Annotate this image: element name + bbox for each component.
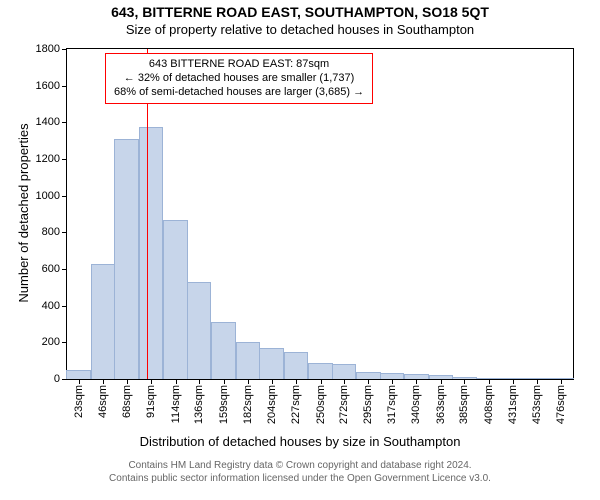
histogram-bar [66,370,91,379]
x-tick-label: 182sqm [242,385,254,424]
x-tick [151,379,152,384]
x-tick-label: 385sqm [458,385,470,424]
x-tick [272,379,273,384]
chart-root: 643, BITTERNE ROAD EAST, SOUTHAMPTON, SO… [0,0,600,500]
y-tick [62,49,67,50]
histogram-bar [114,139,139,379]
x-tick [368,379,369,384]
plot-area: 02004006008001000120014001600180023sqm46… [66,48,574,380]
x-tick-label: 68sqm [121,385,133,418]
info-box-line-1: 643 BITTERNE ROAD EAST: 87sqm [114,58,364,72]
y-tick [62,196,67,197]
footer-line-2: Contains public sector information licen… [0,473,600,486]
x-tick [441,379,442,384]
x-tick [344,379,345,384]
x-tick [248,379,249,384]
histogram-bar [259,348,284,379]
reference-info-box: 643 BITTERNE ROAD EAST: 87sqm← 32% of de… [105,53,373,104]
histogram-bar [284,352,309,380]
x-tick-label: 91sqm [145,385,157,418]
x-tick [103,379,104,384]
y-tick-label: 1000 [36,190,60,202]
y-tick-label: 1200 [36,153,60,165]
x-tick-label: 227sqm [290,385,302,424]
x-tick-label: 46sqm [97,385,109,418]
chart-subtitle: Size of property relative to detached ho… [0,22,600,37]
x-tick [127,379,128,384]
y-tick-label: 200 [42,336,60,348]
page-title: 643, BITTERNE ROAD EAST, SOUTHAMPTON, SO… [0,4,600,20]
x-tick-label: 408sqm [483,385,495,424]
x-tick-label: 250sqm [315,385,327,424]
histogram-bar [163,220,188,380]
histogram-bar [91,264,116,380]
histogram-bar [139,127,164,379]
x-tick [79,379,80,384]
y-tick-label: 1400 [36,116,60,128]
histogram-bar [211,322,236,379]
x-tick [513,379,514,384]
y-tick [62,86,67,87]
x-tick [321,379,322,384]
y-tick-label: 1800 [36,43,60,55]
y-axis-label: Number of detached properties [16,48,31,378]
x-tick-label: 363sqm [435,385,447,424]
y-tick [62,159,67,160]
y-tick-label: 600 [42,263,60,275]
x-tick [296,379,297,384]
x-tick-label: 136sqm [193,385,205,424]
x-tick-label: 159sqm [218,385,230,424]
x-tick-label: 23sqm [73,385,85,418]
y-tick-label: 0 [54,373,60,385]
y-tick [62,342,67,343]
x-axis-label: Distribution of detached houses by size … [0,434,600,449]
x-tick-label: 204sqm [266,385,278,424]
x-tick [416,379,417,384]
y-tick-label: 400 [42,300,60,312]
footer-line-1: Contains HM Land Registry data © Crown c… [0,460,600,473]
info-box-line-3: 68% of semi-detached houses are larger (… [114,86,364,100]
histogram-bar [332,364,357,379]
x-tick-label: 431sqm [507,385,519,424]
x-tick [392,379,393,384]
footer-attribution: Contains HM Land Registry data © Crown c… [0,460,600,485]
y-tick [62,306,67,307]
y-tick [62,379,67,380]
y-tick-label: 800 [42,226,60,238]
x-tick-label: 340sqm [410,385,422,424]
y-tick [62,122,67,123]
x-tick [489,379,490,384]
x-tick [224,379,225,384]
x-tick-label: 114sqm [170,385,182,423]
x-tick-label: 453sqm [531,385,543,424]
x-tick-label: 295sqm [362,385,374,424]
x-tick [464,379,465,384]
histogram-bar [187,282,212,379]
x-tick [199,379,200,384]
x-tick-label: 272sqm [338,385,350,424]
x-tick [537,379,538,384]
histogram-bar [308,363,333,380]
y-tick [62,269,67,270]
info-box-line-2: ← 32% of detached houses are smaller (1,… [114,72,364,86]
x-tick-label: 476sqm [555,385,567,424]
y-tick-label: 1600 [36,80,60,92]
histogram-bar [236,342,261,379]
x-tick [561,379,562,384]
histogram-bar [356,372,381,379]
x-tick-label: 317sqm [386,385,398,424]
y-tick [62,232,67,233]
x-tick [176,379,177,384]
